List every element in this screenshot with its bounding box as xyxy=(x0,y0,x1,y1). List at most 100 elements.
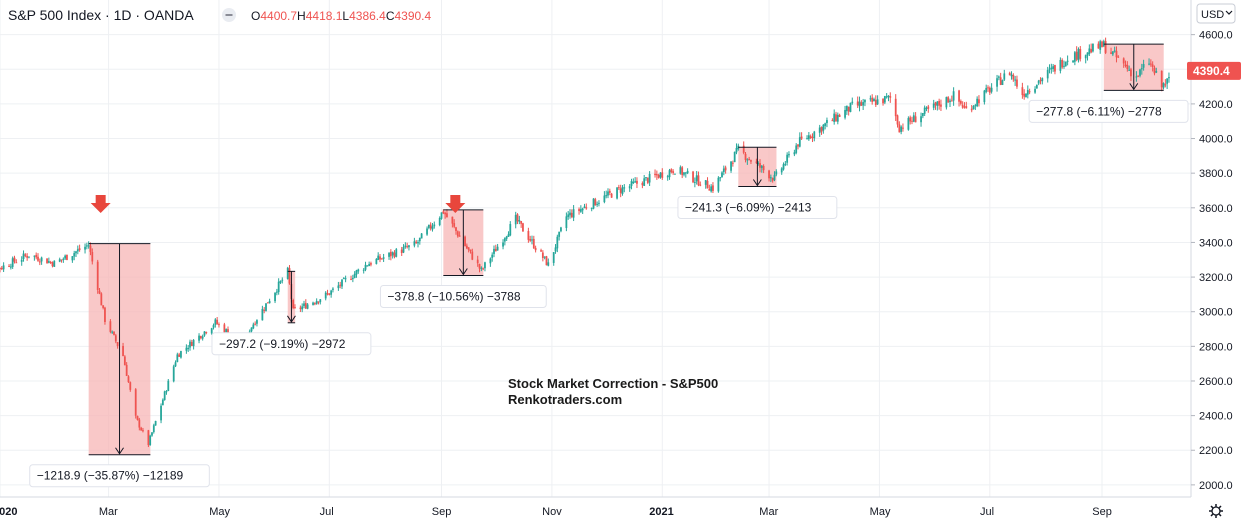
candle-body xyxy=(780,168,783,173)
candle xyxy=(952,87,955,106)
candle-body xyxy=(784,163,787,165)
candle-body xyxy=(1061,59,1064,68)
candle-body xyxy=(355,270,358,275)
candle-body xyxy=(277,281,280,293)
candle xyxy=(1028,88,1031,95)
candle-body xyxy=(123,356,126,366)
candle xyxy=(824,122,827,130)
candle xyxy=(532,235,535,250)
candle-body xyxy=(744,153,747,160)
candle xyxy=(1128,65,1131,71)
candle-body xyxy=(679,167,682,174)
candle xyxy=(172,364,175,383)
candle xyxy=(983,89,986,105)
candle-body xyxy=(187,347,190,349)
candle-body xyxy=(78,248,81,251)
candle-body xyxy=(545,256,548,266)
candle xyxy=(78,244,81,252)
signal-arrows xyxy=(90,195,466,213)
correction-label: −297.2 (−9.19%) −2972 xyxy=(219,337,346,351)
currency-button[interactable]: USD xyxy=(1196,3,1236,24)
candle-body xyxy=(37,256,39,261)
candle xyxy=(393,250,396,259)
price-axis[interactable]: 2000.0 2200.0 2400.0 2600.0 2800.0 3000.0 3200… xyxy=(1191,30,1233,492)
candle-body xyxy=(35,254,38,258)
candle xyxy=(129,381,132,392)
candle xyxy=(876,95,879,106)
candle-body xyxy=(256,320,258,324)
candle xyxy=(268,298,271,304)
collapse-button[interactable] xyxy=(222,8,236,22)
time-tick-label: Mar xyxy=(759,506,778,518)
candle-body xyxy=(471,251,474,260)
candle-body xyxy=(58,259,61,262)
candle-body xyxy=(1137,75,1140,77)
candle xyxy=(152,423,155,434)
candle xyxy=(218,322,220,328)
candle-body xyxy=(261,308,264,321)
candle xyxy=(351,274,354,283)
candle xyxy=(161,398,164,406)
candle-body xyxy=(140,427,143,431)
candle xyxy=(147,429,150,448)
candle xyxy=(1113,46,1116,53)
candle xyxy=(122,342,124,357)
candle-body xyxy=(368,264,371,267)
candle-body xyxy=(98,290,101,294)
candle xyxy=(364,261,367,272)
candle-body xyxy=(503,238,506,242)
candle xyxy=(809,134,812,140)
candle-body xyxy=(1026,89,1029,95)
candle xyxy=(102,305,105,310)
candle xyxy=(136,415,139,421)
candle xyxy=(312,301,314,306)
candle xyxy=(722,165,725,176)
candle xyxy=(125,362,128,377)
candle-body xyxy=(974,105,977,107)
candle-body xyxy=(661,172,664,178)
correction-label-bg xyxy=(29,464,210,488)
time-axis-bg xyxy=(0,497,1243,525)
candle-body xyxy=(312,302,314,305)
candle-body xyxy=(15,262,18,264)
candle xyxy=(9,263,12,270)
candle-body xyxy=(894,98,897,117)
candle xyxy=(516,213,519,225)
time-tick-label: Mar xyxy=(99,506,118,518)
candle xyxy=(659,172,662,179)
candle-body xyxy=(24,254,27,256)
candle xyxy=(782,162,785,171)
candle xyxy=(793,149,796,157)
candle xyxy=(1168,72,1170,83)
gear-icon[interactable] xyxy=(1209,504,1223,518)
candle xyxy=(997,75,1000,81)
candle xyxy=(1075,46,1078,62)
candle xyxy=(467,247,470,253)
candle xyxy=(1155,67,1158,74)
candle-body xyxy=(616,187,618,199)
ohlc-high-value: 4418.1 xyxy=(306,9,343,23)
candle xyxy=(22,250,25,262)
candle xyxy=(341,279,343,289)
candle-body xyxy=(565,216,568,228)
candle xyxy=(306,303,309,310)
candle xyxy=(581,207,584,215)
candle xyxy=(469,249,472,254)
candle xyxy=(572,205,575,222)
candle xyxy=(26,253,29,261)
candle-body xyxy=(493,248,495,254)
candle xyxy=(71,256,74,263)
time-axis[interactable]: 2020 Mar May Jul Sep Nov 2021 Mar May Jul Sep xyxy=(0,506,1112,518)
candle-body xyxy=(722,168,725,172)
candle-body xyxy=(96,261,99,290)
correction-arrow-head xyxy=(1129,83,1139,91)
candle xyxy=(413,237,416,248)
candle xyxy=(645,176,647,181)
candle-body xyxy=(84,246,86,250)
candle xyxy=(60,259,63,263)
candle-body xyxy=(87,245,90,247)
correction-label: −241.3 (−6.09%) −2413 xyxy=(685,201,812,215)
candle xyxy=(342,277,345,280)
candle-body xyxy=(556,236,559,249)
